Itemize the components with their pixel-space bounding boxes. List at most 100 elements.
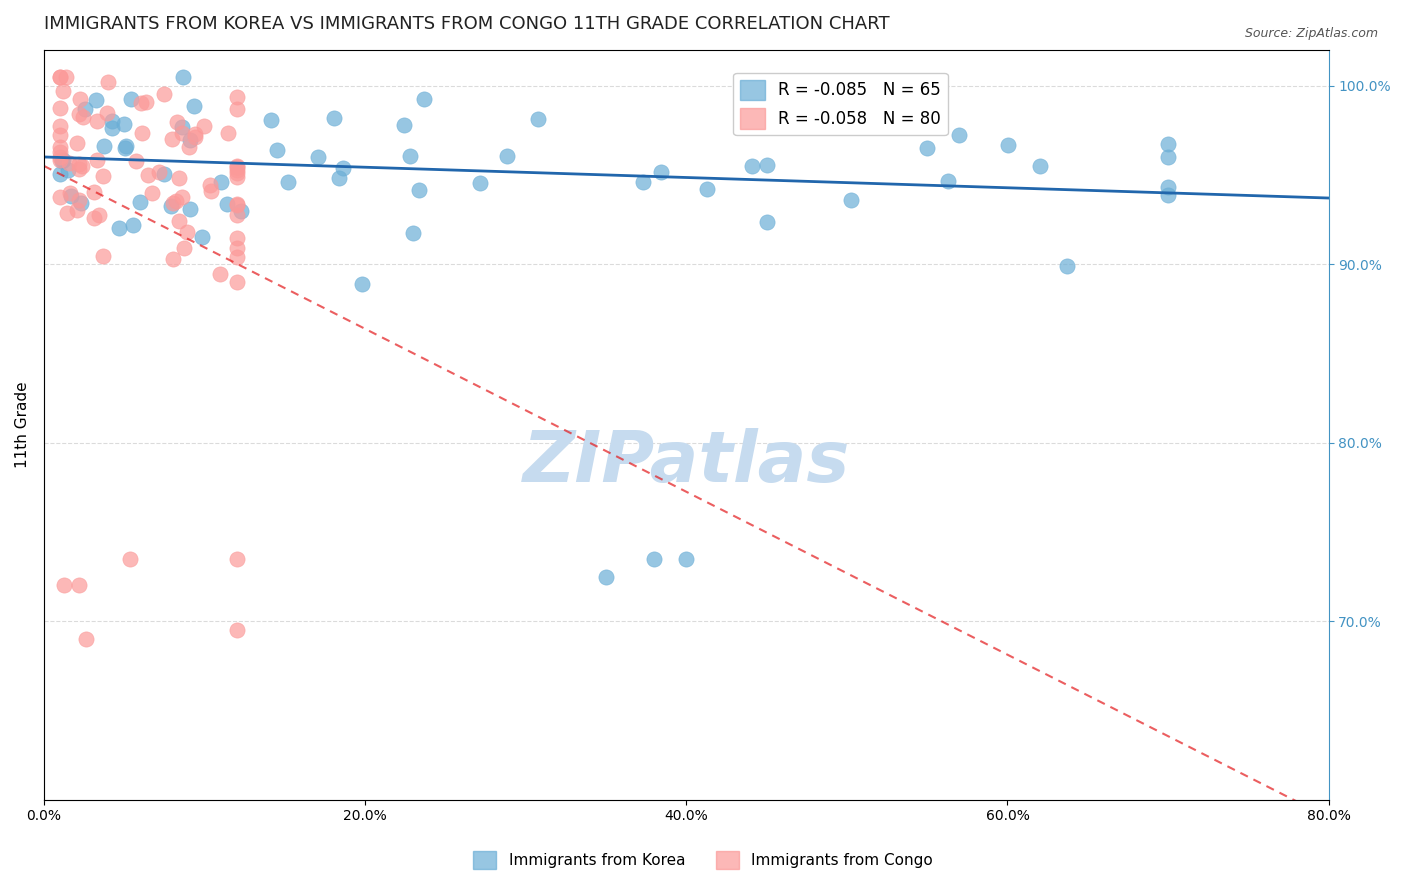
Point bbox=[135, 95, 157, 109]
Point bbox=[72, 110, 94, 124]
Point bbox=[86, 113, 108, 128]
Point bbox=[49, 140, 72, 154]
Point bbox=[225, 197, 247, 211]
Point bbox=[915, 141, 938, 155]
Point bbox=[69, 107, 91, 121]
Point bbox=[643, 551, 665, 566]
Point bbox=[49, 70, 72, 84]
Point bbox=[55, 206, 77, 220]
Point bbox=[1157, 137, 1180, 152]
Text: ZIPatlas: ZIPatlas bbox=[523, 428, 851, 497]
Point bbox=[49, 120, 72, 134]
Point bbox=[696, 182, 718, 196]
Point bbox=[172, 70, 194, 84]
Point bbox=[1157, 188, 1180, 202]
Point bbox=[225, 275, 247, 289]
Point bbox=[122, 218, 145, 232]
Point bbox=[936, 174, 959, 188]
Point bbox=[209, 267, 232, 281]
Point bbox=[675, 551, 697, 566]
Point bbox=[87, 208, 110, 222]
Point bbox=[231, 204, 253, 219]
Point bbox=[75, 102, 97, 116]
Point bbox=[49, 167, 72, 181]
Y-axis label: 11th Grade: 11th Grade bbox=[15, 382, 30, 468]
Point bbox=[193, 119, 215, 133]
Point bbox=[468, 176, 491, 190]
Point bbox=[176, 225, 198, 239]
Point bbox=[1157, 179, 1180, 194]
Point bbox=[167, 213, 190, 227]
Point bbox=[69, 92, 91, 106]
Point bbox=[183, 98, 205, 112]
Point bbox=[173, 241, 195, 255]
Point bbox=[225, 166, 247, 180]
Point bbox=[153, 167, 176, 181]
Point bbox=[200, 178, 222, 193]
Point bbox=[70, 195, 93, 210]
Point bbox=[69, 161, 91, 176]
Point bbox=[328, 170, 350, 185]
Point bbox=[101, 114, 124, 128]
Point bbox=[129, 96, 152, 111]
Point bbox=[136, 168, 159, 182]
Point bbox=[527, 112, 550, 126]
Point bbox=[225, 208, 247, 222]
Point bbox=[58, 155, 80, 169]
Point bbox=[277, 175, 299, 189]
Point bbox=[56, 162, 79, 177]
Point bbox=[398, 149, 420, 163]
Point bbox=[650, 165, 672, 179]
Point bbox=[93, 139, 115, 153]
Point bbox=[91, 249, 114, 263]
Point bbox=[160, 199, 183, 213]
Point bbox=[179, 202, 201, 216]
Point bbox=[49, 151, 72, 165]
Point bbox=[162, 195, 184, 210]
Point bbox=[948, 128, 970, 142]
Point bbox=[631, 175, 654, 189]
Point bbox=[495, 149, 517, 163]
Point bbox=[225, 251, 247, 265]
Point bbox=[741, 160, 763, 174]
Point bbox=[1157, 150, 1180, 164]
Point bbox=[260, 113, 283, 128]
Point bbox=[169, 171, 191, 186]
Point bbox=[225, 90, 247, 104]
Point bbox=[125, 154, 148, 169]
Point bbox=[67, 578, 90, 592]
Point bbox=[266, 143, 288, 157]
Point bbox=[350, 277, 373, 291]
Point bbox=[91, 169, 114, 184]
Point bbox=[83, 211, 105, 226]
Point bbox=[332, 161, 354, 176]
Point bbox=[65, 136, 87, 150]
Point bbox=[114, 117, 136, 131]
Point bbox=[322, 111, 344, 125]
Legend: Immigrants from Korea, Immigrants from Congo: Immigrants from Korea, Immigrants from C… bbox=[467, 845, 939, 875]
Point bbox=[191, 230, 214, 244]
Point bbox=[225, 241, 247, 255]
Point bbox=[52, 84, 75, 98]
Point bbox=[120, 551, 142, 566]
Point bbox=[172, 126, 194, 140]
Point bbox=[225, 231, 247, 245]
Point bbox=[200, 184, 222, 198]
Point bbox=[148, 165, 170, 179]
Point bbox=[59, 189, 82, 203]
Text: Source: ZipAtlas.com: Source: ZipAtlas.com bbox=[1244, 27, 1378, 40]
Legend: R = -0.085   N = 65, R = -0.058   N = 80: R = -0.085 N = 65, R = -0.058 N = 80 bbox=[734, 73, 948, 136]
Point bbox=[49, 190, 72, 204]
Point bbox=[84, 93, 107, 107]
Point bbox=[52, 153, 75, 167]
Point bbox=[166, 115, 188, 129]
Point bbox=[101, 120, 124, 135]
Point bbox=[141, 186, 163, 200]
Point bbox=[225, 103, 247, 117]
Point bbox=[172, 120, 194, 134]
Point bbox=[179, 133, 201, 147]
Point bbox=[67, 157, 90, 171]
Point bbox=[225, 623, 247, 637]
Point bbox=[96, 106, 118, 120]
Point bbox=[755, 158, 778, 172]
